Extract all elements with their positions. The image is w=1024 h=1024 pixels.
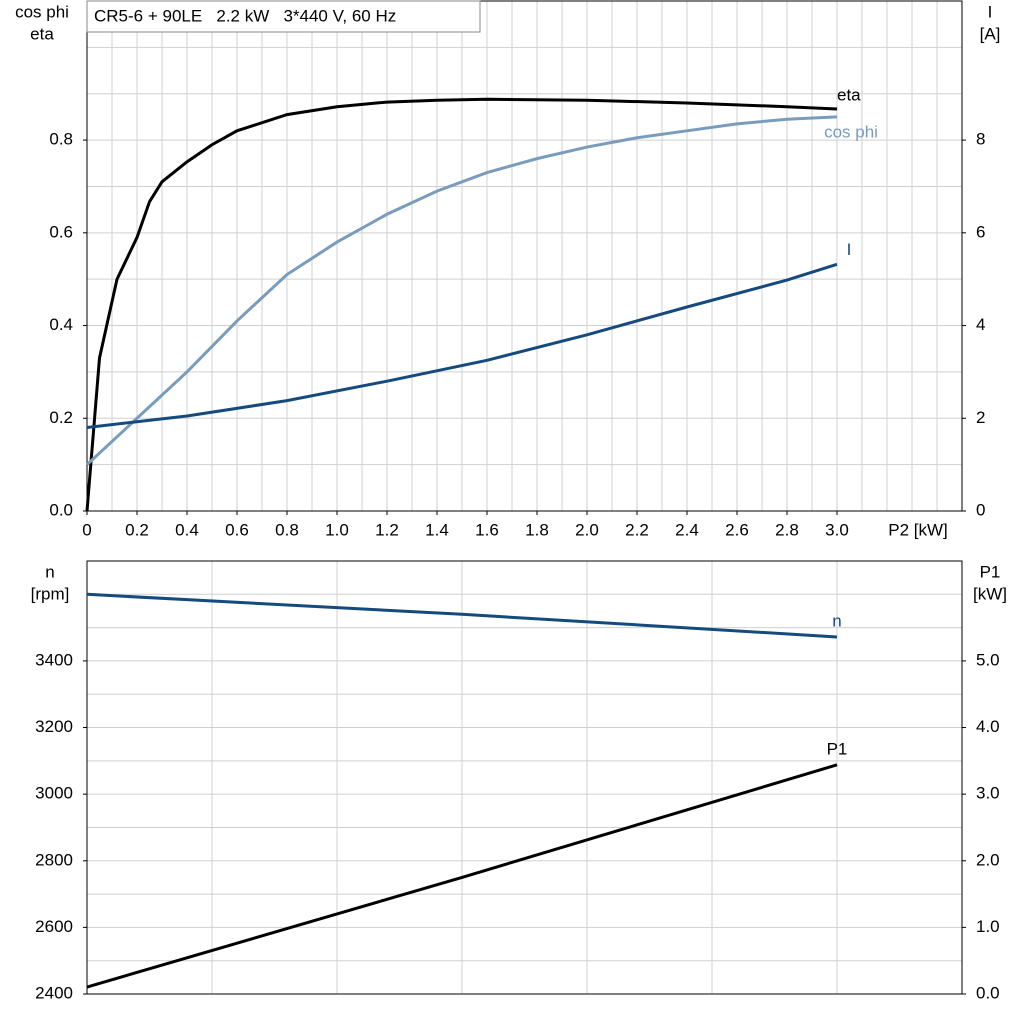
x-tick-label: 0.8 [275, 520, 299, 539]
x-tick-label: 1.0 [325, 520, 349, 539]
y-axis-label: eta [30, 24, 54, 43]
y2-tick-label: 8 [976, 130, 985, 149]
y-tick-label: 2400 [35, 983, 73, 1002]
y-tick-label: 3400 [35, 650, 73, 669]
y-tick-label: 2800 [35, 850, 73, 869]
y2-axis-label: [kW] [973, 584, 1007, 603]
series-line [85, 97, 838, 512]
x-tick-label: 0.2 [125, 520, 149, 539]
x-tick-label: 1.2 [375, 520, 399, 539]
x-tick-label: 0 [82, 520, 91, 539]
x-axis-label: P2 [kW] [888, 520, 948, 539]
y-axis-label: cos phi [15, 2, 69, 21]
y2-tick-label: 5.0 [976, 650, 1000, 669]
x-tick-label: 3.0 [825, 520, 849, 539]
x-tick-label: 2.0 [575, 520, 599, 539]
y2-axis-label: I [988, 2, 993, 21]
y2-tick-label: 2.0 [976, 850, 1000, 869]
x-tick-label: 1.6 [475, 520, 499, 539]
y2-tick-label: 4 [976, 315, 985, 334]
series-line [85, 115, 838, 466]
y2-tick-label: 2 [976, 408, 985, 427]
y-tick-label: 0.8 [49, 130, 73, 149]
chart-title: CR5-6 + 90LE 2.2 kW 3*440 V, 60 Hz [94, 6, 396, 25]
y2-tick-label: 1.0 [976, 917, 1000, 936]
title-box [86, 0, 481, 33]
y-tick-label: 3200 [35, 717, 73, 736]
y2-tick-label: 0.0 [976, 983, 1000, 1002]
y-axis-label: n [45, 562, 54, 581]
x-tick-label: 2.8 [775, 520, 799, 539]
x-tick-label: 0.4 [175, 520, 199, 539]
y2-axis-label: [A] [980, 24, 1001, 43]
y2-tick-label: 6 [976, 222, 985, 241]
series-label: n [832, 611, 841, 630]
y-tick-label: 0.2 [49, 408, 73, 427]
series-line [86, 592, 838, 639]
x-tick-label: 1.8 [525, 520, 549, 539]
y2-tick-label: 3.0 [976, 784, 1000, 803]
x-tick-label: 2.4 [675, 520, 699, 539]
series-label: I [847, 240, 852, 259]
x-tick-label: 2.6 [725, 520, 749, 539]
x-tick-label: 2.2 [625, 520, 649, 539]
plot-frame [86, 0, 963, 512]
y-axis-label: [rpm] [31, 584, 70, 603]
y2-axis-label: P1 [980, 562, 1001, 581]
x-tick-label: 0.6 [225, 520, 249, 539]
y-tick-label: 0.6 [49, 222, 73, 241]
series-label: eta [837, 86, 861, 105]
y2-tick-label: 0 [976, 500, 985, 519]
y-tick-label: 3000 [35, 784, 73, 803]
x-tick-label: 1.4 [425, 520, 449, 539]
y-tick-label: 2600 [35, 917, 73, 936]
y-tick-label: 0.4 [49, 315, 73, 334]
y2-tick-label: 4.0 [976, 717, 1000, 736]
plot-frame [86, 560, 963, 995]
series-label: P1 [827, 739, 848, 758]
series-line [86, 763, 838, 989]
series-line [86, 262, 838, 430]
series-label: cos phi [824, 122, 878, 141]
y-tick-label: 0.0 [49, 500, 73, 519]
